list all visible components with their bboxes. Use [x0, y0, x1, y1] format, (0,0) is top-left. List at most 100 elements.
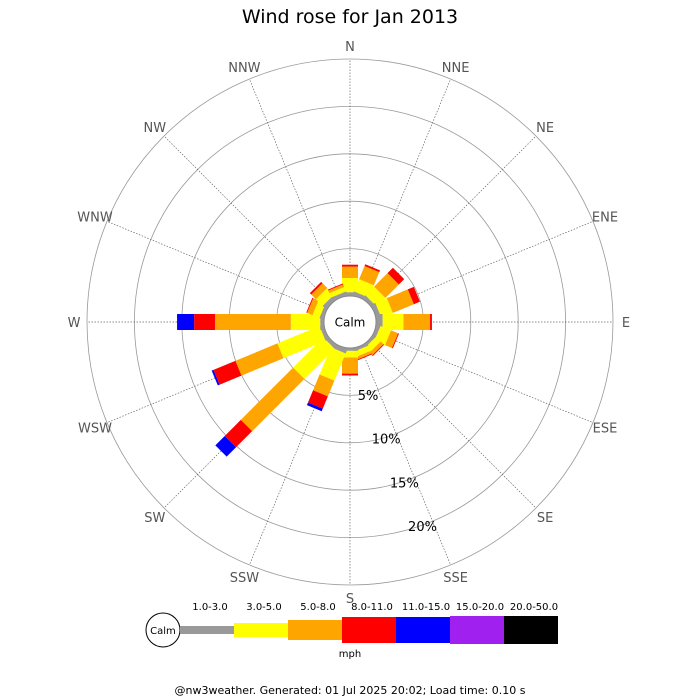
- direction-label-nnw: NNW: [228, 61, 260, 76]
- bar-segment-sw-8-0-11-0: [224, 419, 253, 448]
- ring-label-5: 5%: [358, 389, 379, 404]
- bar-segment-wsw-11-0-15-0: [211, 369, 220, 386]
- bar-segment-sw-3-0-5-0: [293, 337, 335, 379]
- bar-segment-n-1-0-3-0: [342, 292, 358, 296]
- bar-segment-wsw-8-0-11-0: [213, 360, 242, 385]
- bar-segment-nnw-5-0-8-0: [328, 284, 345, 294]
- wind-bars: [177, 264, 432, 457]
- direction-label-wnw: WNW: [77, 210, 113, 225]
- bar-segment-ssw-5-0-8-0: [313, 374, 335, 397]
- legend-label-11-0-15-0: 11.0-15.0: [402, 602, 450, 613]
- direction-label-sw: SW: [144, 511, 165, 526]
- bar-segment-wsw-5-0-8-0: [235, 343, 284, 376]
- legend-calm-label: Calm: [150, 626, 176, 637]
- bar-segment-w-11-0-15-0: [177, 314, 195, 330]
- legend-swatch-1-0-3-0: [180, 626, 234, 634]
- legend-unit: mph: [339, 649, 361, 660]
- bar-segment-wnw-5-0-8-0: [307, 298, 319, 316]
- bar-segment-ene-8-0-11-0: [407, 286, 420, 305]
- bar-segment-n-3-0-5-0: [342, 277, 358, 293]
- bar-segment-wsw-3-0-5-0: [277, 326, 326, 359]
- bar-segment-ese-8-0-11-0: [391, 333, 399, 349]
- calm-label: Calm: [335, 316, 366, 330]
- bar-segment-nw-5-0-8-0: [311, 283, 328, 300]
- bar-segment-ssw-8-0-11-0: [307, 390, 328, 409]
- ring-label-10: 10%: [372, 433, 401, 448]
- bar-n: [342, 264, 358, 296]
- bar-segment-ne-8-0-11-0: [387, 267, 405, 285]
- legend-swatch-5-0-8-0: [288, 620, 342, 640]
- bar-segment-n-5-0-8-0: [342, 266, 358, 278]
- grid-ring-25: [86, 58, 614, 586]
- bar-segment-e-5-0-8-0: [403, 314, 431, 330]
- ring-labels: 5% 10% 15% 20%: [358, 389, 437, 535]
- legend-label-5-0-8-0: 5.0-8.0: [300, 602, 335, 613]
- chart-title: Wind rose for Jan 2013: [241, 6, 459, 28]
- direction-label-n: N: [345, 40, 355, 55]
- calm-circle: [323, 295, 377, 349]
- bar-segment-se-8-0-11-0: [372, 344, 385, 357]
- spoke-nnw: [249, 78, 341, 299]
- bar-w: [177, 314, 325, 330]
- bar-segment-nnw-8-0-11-0: [327, 283, 344, 291]
- bar-ene: [370, 286, 420, 320]
- speed-legend: Calm 1.0-3.0 3.0-5.0 5.0-8.0 8.0-11.0 11.0-15…: [145, 602, 558, 660]
- bar-nnw: [327, 283, 348, 302]
- bar-segment-ene-5-0-8-0: [386, 289, 414, 313]
- ring-label-20: 20%: [408, 520, 437, 535]
- bar-segment-nne-8-0-11-0: [364, 264, 381, 273]
- spoke-se: [368, 340, 537, 509]
- spoke-wnw: [106, 221, 327, 313]
- bar-segment-nnw-1-0-3-0: [331, 291, 348, 302]
- direction-label-w: W: [68, 316, 81, 331]
- direction-label-nw: NW: [144, 121, 167, 136]
- legend-label-3-0-5-0: 3.0-5.0: [246, 602, 281, 613]
- bar-sw: [215, 334, 338, 457]
- bar-segment-se-5-0-8-0: [369, 341, 384, 356]
- bar-segment-sw-5-0-8-0: [240, 367, 305, 432]
- direction-label-wsw: WSW: [78, 422, 112, 437]
- bar-segment-nne-5-0-8-0: [359, 266, 380, 286]
- footer-text: @nw3weather. Generated: 01 Jul 2025 20:0…: [174, 684, 526, 697]
- bar-segment-ne-5-0-8-0: [374, 273, 399, 298]
- legend-swatch-15-0-20-0: [450, 616, 504, 644]
- spoke-ese: [373, 331, 594, 423]
- bar-segment-ene-3-0-5-0: [375, 298, 393, 318]
- legend-label-15-0-20-0: 15.0-20.0: [456, 602, 504, 613]
- bar-segment-sse-5-0-8-0: [355, 350, 372, 360]
- direction-label-nne: NNE: [442, 61, 470, 76]
- legend-label-1-0-3-0: 1.0-3.0: [192, 602, 227, 613]
- bar-ssw: [306, 342, 348, 412]
- spoke-nne: [359, 78, 451, 299]
- bar-segment-s-3-0-5-0: [342, 350, 358, 358]
- bar-segment-sw-11-0-15-0: [215, 435, 237, 457]
- bar-segment-e-3-0-5-0: [382, 314, 404, 330]
- bar-segment-e-8-0-11-0: [430, 314, 432, 330]
- direction-label-sse: SSE: [443, 571, 468, 586]
- bar-segment-n-8-0-11-0: [342, 264, 358, 267]
- legend-label-20-0-50-0: 20.0-50.0: [510, 602, 558, 613]
- bar-segment-s-1-0-3-0: [342, 348, 358, 351]
- legend-swatch-8-0-11-0: [342, 617, 396, 643]
- bar-segment-nw-8-0-11-0: [309, 281, 323, 295]
- direction-label-e: E: [622, 316, 630, 331]
- direction-label-s: S: [346, 592, 354, 607]
- legend-swatch-11-0-15-0: [396, 617, 450, 643]
- bar-ese: [370, 324, 399, 349]
- direction-label-ene: ENE: [592, 210, 618, 225]
- bar-segment-w-5-0-8-0: [214, 314, 291, 330]
- bar-segment-w-8-0-11-0: [194, 314, 215, 330]
- bar-segment-ese-5-0-8-0: [384, 330, 399, 349]
- legend-swatch-3-0-5-0: [234, 623, 288, 637]
- direction-label-ssw: SSW: [230, 571, 260, 586]
- bar-segment-s-5-0-8-0: [342, 357, 358, 374]
- bar-s: [342, 348, 358, 376]
- legend-label-8-0-11-0: 8.0-11.0: [351, 602, 393, 613]
- bar-segment-ssw-11-0-15-0: [306, 402, 323, 412]
- legend-swatch-20-0-50-0: [504, 616, 558, 644]
- ring-label-15: 15%: [390, 476, 419, 491]
- bar-wsw: [211, 324, 330, 386]
- direction-label-se: SE: [537, 511, 553, 526]
- bar-segment-sse-8-0-11-0: [356, 353, 373, 361]
